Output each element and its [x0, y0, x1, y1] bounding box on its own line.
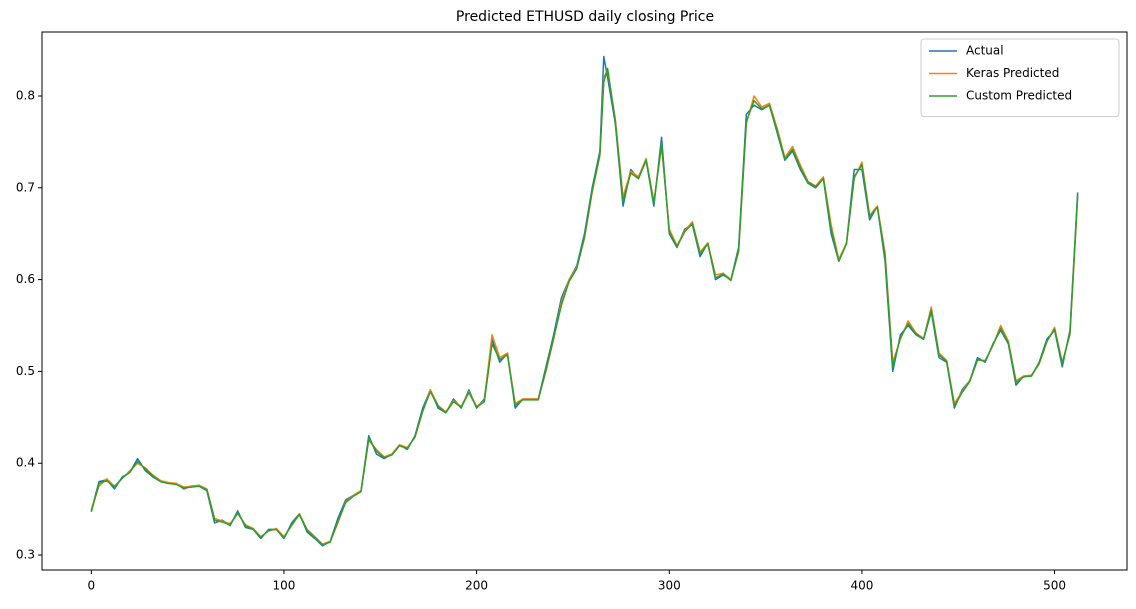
x-tick-label: 0 — [87, 579, 95, 593]
x-tick-label: 300 — [658, 579, 681, 593]
y-tick-label: 0.4 — [16, 456, 35, 470]
legend-label: Actual — [966, 44, 1004, 58]
y-tick-label: 0.8 — [16, 88, 35, 102]
chart-title: Predicted ETHUSD daily closing Price — [456, 9, 714, 25]
legend-box — [920, 38, 1120, 117]
y-tick-label: 0.3 — [16, 548, 35, 562]
x-tick-label: 100 — [273, 579, 296, 593]
legend-label: Keras Predicted — [966, 66, 1059, 80]
plot-frame — [41, 31, 1128, 571]
legend-label: Custom Predicted — [966, 89, 1072, 103]
data-line — [90, 69, 1079, 545]
y-tick-label: 0.6 — [16, 272, 35, 286]
x-tick-label: 200 — [465, 579, 488, 593]
x-tick-label: 400 — [850, 579, 873, 593]
data-line — [90, 55, 1079, 547]
data-line — [90, 67, 1079, 546]
y-tick-label: 0.7 — [16, 180, 35, 194]
y-tick-label: 0.5 — [16, 364, 35, 378]
x-tick-label: 500 — [1043, 579, 1066, 593]
